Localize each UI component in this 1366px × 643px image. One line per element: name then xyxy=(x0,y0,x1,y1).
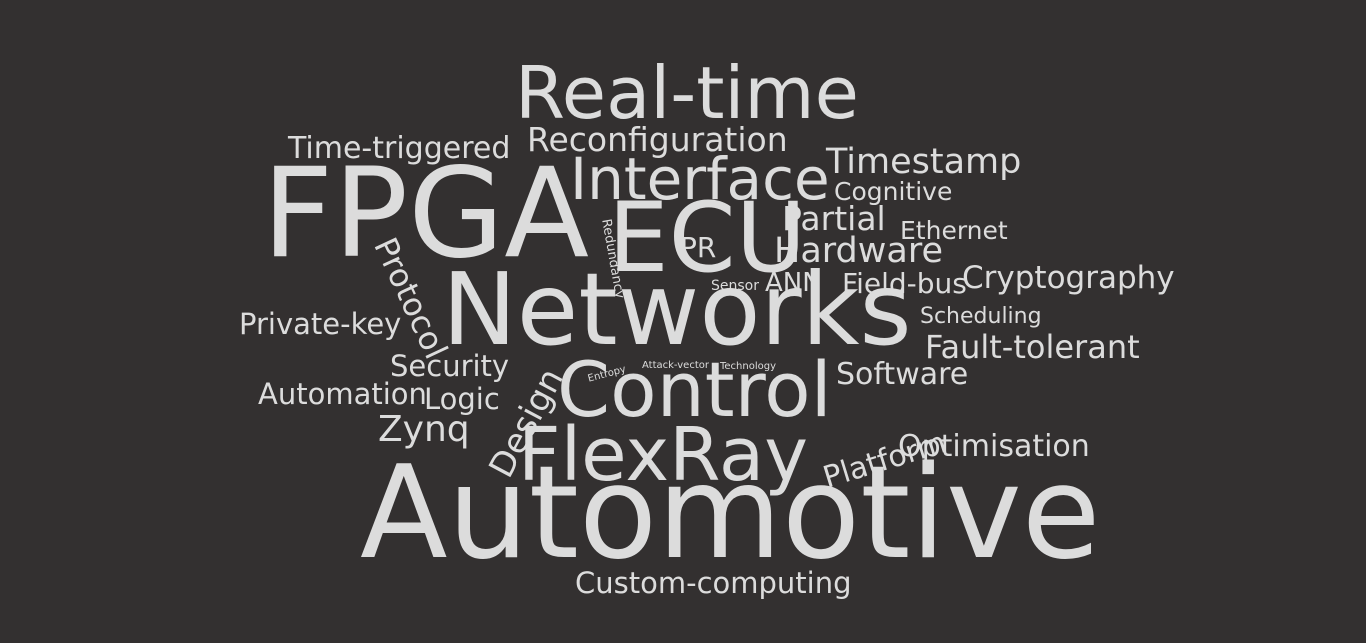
word-automation: Automation xyxy=(258,377,427,411)
word-time-triggered: Time-triggered xyxy=(288,131,511,166)
word-flexray: FlexRay xyxy=(518,412,809,498)
word-ann: ANN xyxy=(765,268,822,298)
word-fpga: FPGA xyxy=(262,142,590,286)
word-timestamp: Timestamp xyxy=(826,142,1022,182)
word-ecu: ECU xyxy=(608,182,806,294)
word-security: Security xyxy=(390,349,510,383)
word-sensor: Sensor xyxy=(711,278,759,294)
word-fault-tolerant: Fault-tolerant xyxy=(925,328,1140,366)
word-private-key: Private-key xyxy=(239,307,402,341)
word-optimisation: Optimisation xyxy=(898,429,1090,464)
word-ethernet: Ethernet xyxy=(900,216,1008,245)
word-cognitive: Cognitive xyxy=(834,177,953,206)
word-technology: Technology xyxy=(720,361,777,372)
word-scheduling: Scheduling xyxy=(920,304,1042,329)
word-attack-vector: Attack-vector xyxy=(642,360,709,371)
word-zynq: Zynq xyxy=(378,409,470,450)
word-custom-computing: Custom-computing xyxy=(575,566,852,600)
word-real-time: Real-time xyxy=(515,51,859,135)
word-interface: Interface xyxy=(570,145,830,213)
word-field-bus: Field-bus xyxy=(842,267,967,300)
word-hardware: Hardware xyxy=(774,231,943,271)
word-cryptography: Cryptography xyxy=(962,260,1175,296)
word-software: Software xyxy=(836,357,969,392)
word-reconfiguration: Reconfiguration xyxy=(527,120,788,159)
word-pr: PR xyxy=(680,231,717,264)
word-partial: Partial xyxy=(782,199,886,238)
word-networks: Networks xyxy=(442,251,912,368)
word-logic: Logic xyxy=(424,382,500,416)
word-control: Control xyxy=(557,345,832,434)
word-automotive: Automotive xyxy=(360,439,1101,588)
